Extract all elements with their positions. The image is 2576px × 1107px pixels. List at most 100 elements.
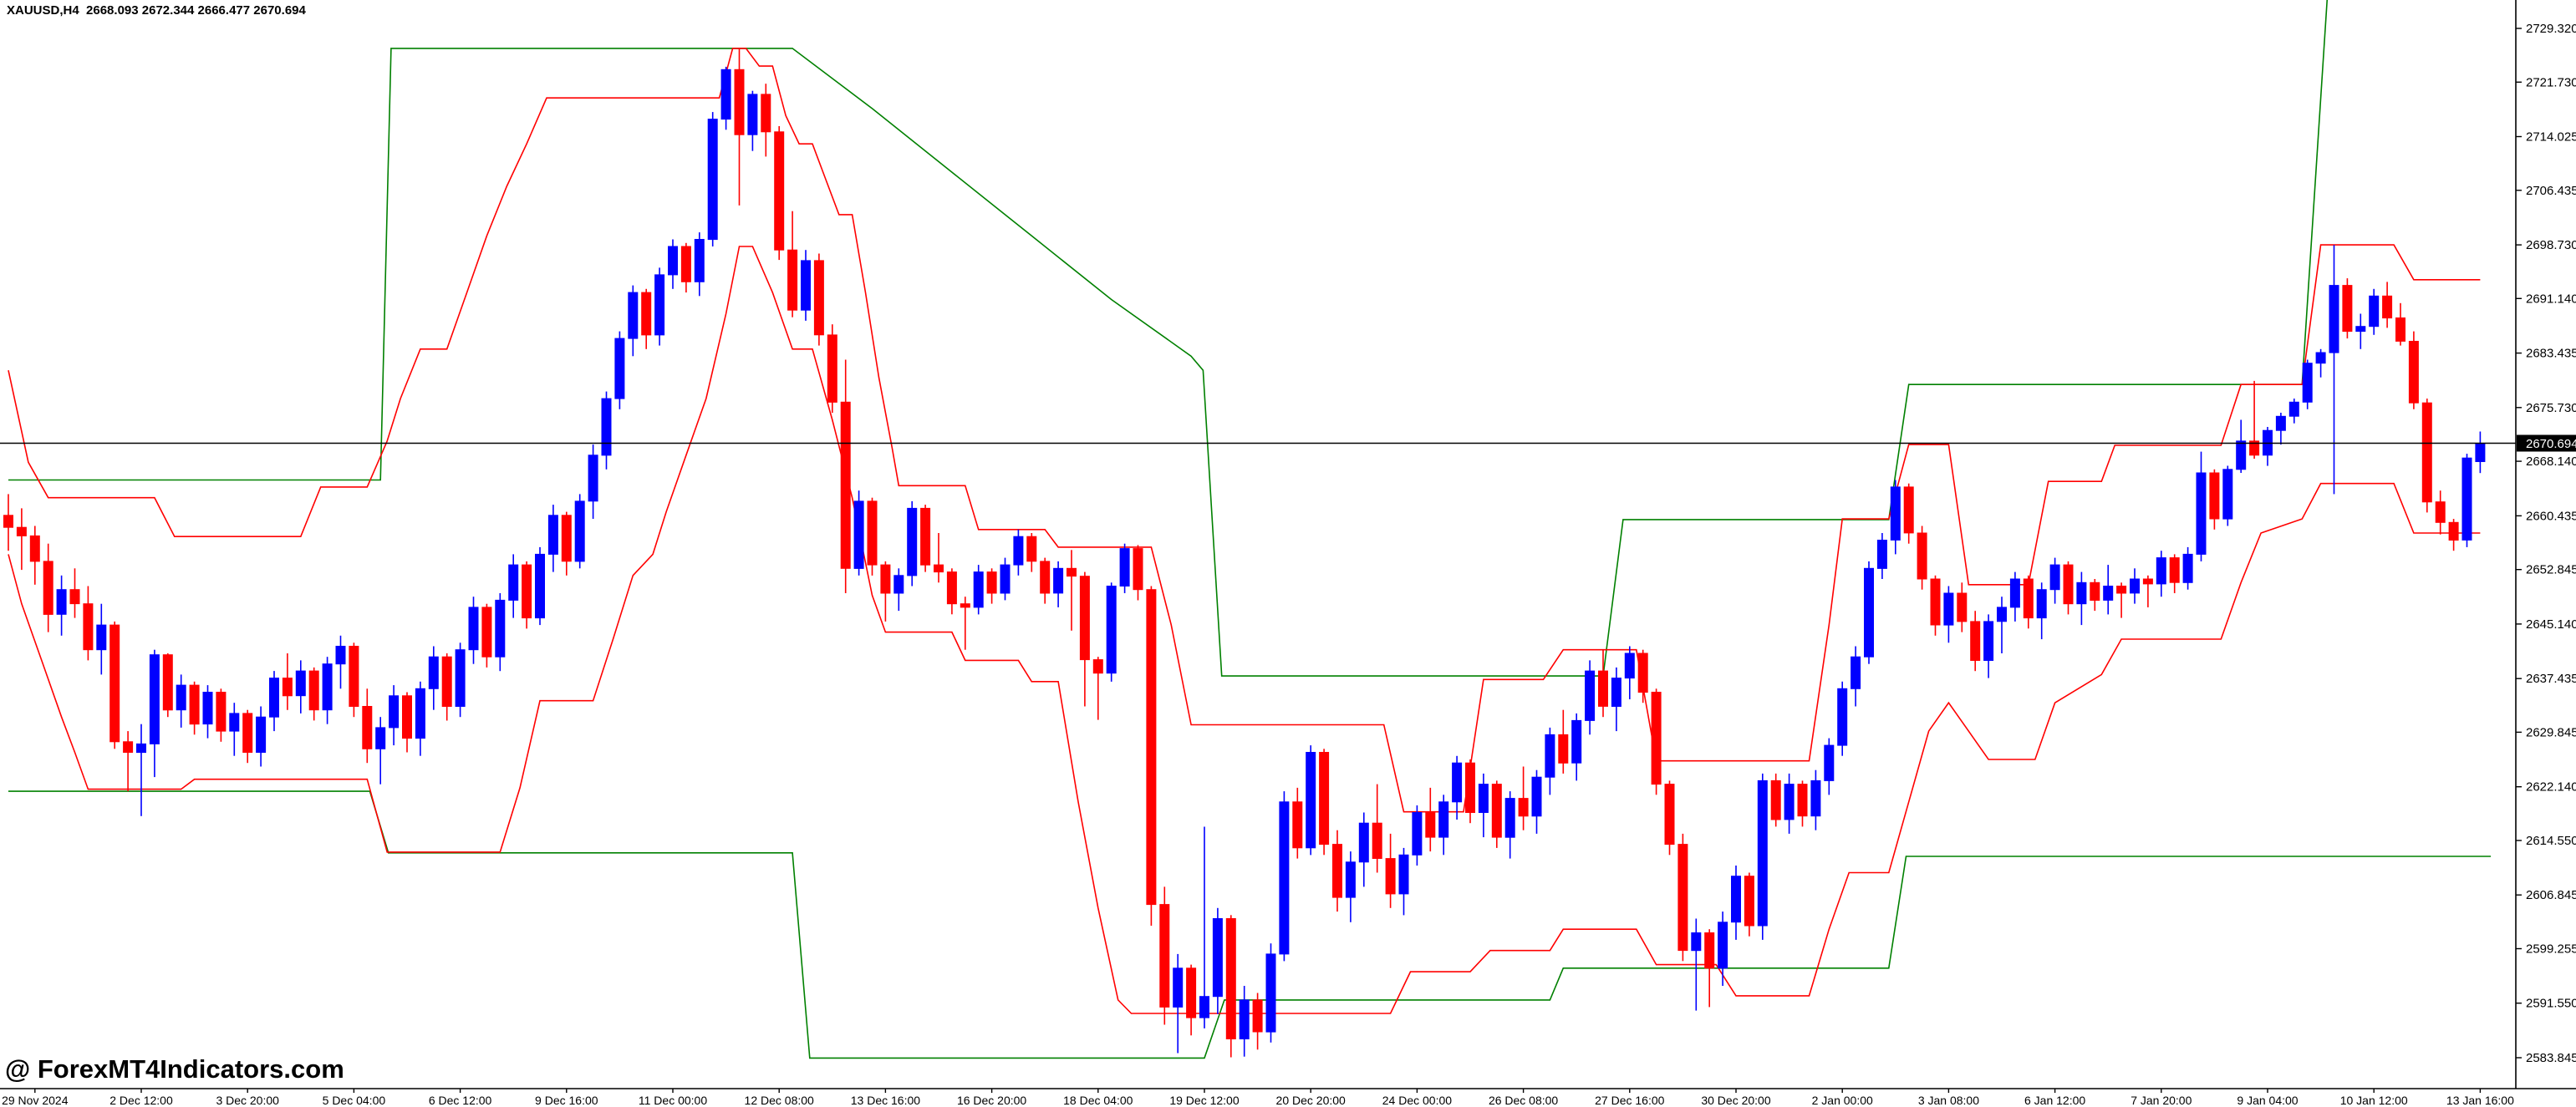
candle bbox=[867, 497, 878, 576]
bull-candle-body bbox=[1757, 779, 1768, 927]
bear-candle-body bbox=[680, 246, 691, 282]
candle bbox=[1943, 586, 1954, 643]
bear-candle-body bbox=[2382, 295, 2393, 319]
bear-candle-body bbox=[43, 561, 53, 615]
candle bbox=[1425, 787, 1436, 852]
bull-candle-body bbox=[893, 575, 904, 594]
candle bbox=[29, 526, 40, 585]
time-tick-label: 27 Dec 16:00 bbox=[1595, 1094, 1664, 1107]
bear-candle-body bbox=[1372, 822, 1382, 860]
bull-candle-body bbox=[2329, 285, 2339, 353]
bull-candle-body bbox=[1943, 592, 1954, 626]
bear-candle-body bbox=[934, 564, 944, 573]
outer-channel-lower-line bbox=[8, 790, 2492, 1059]
bull-candle-body bbox=[574, 500, 585, 562]
candle bbox=[1970, 611, 1981, 672]
candle-wick bbox=[140, 724, 142, 816]
candle-wick bbox=[1204, 826, 1205, 1028]
bear-candle-body bbox=[813, 260, 824, 336]
bull-candle-body bbox=[628, 292, 639, 339]
bull-candle-body bbox=[2275, 415, 2286, 431]
bull-candle-body bbox=[1212, 918, 1223, 998]
time-tick-label: 26 Dec 08:00 bbox=[1489, 1094, 1558, 1107]
bear-candle-body bbox=[2209, 472, 2220, 520]
candle bbox=[827, 324, 837, 414]
price-tick-label: 2583.845 bbox=[2526, 1051, 2576, 1065]
candle bbox=[282, 653, 293, 710]
candle bbox=[1651, 688, 1662, 795]
candle bbox=[1133, 545, 1143, 601]
bear-candle-body bbox=[920, 507, 931, 566]
candle bbox=[574, 494, 585, 569]
bear-candle-body bbox=[986, 571, 997, 594]
bull-candle-body bbox=[853, 500, 864, 569]
candle bbox=[1718, 911, 1728, 986]
candle bbox=[946, 568, 957, 615]
candle bbox=[481, 603, 492, 668]
time-tick-label: 9 Jan 04:00 bbox=[2237, 1094, 2298, 1107]
candle-wick bbox=[2333, 245, 2335, 495]
candle bbox=[1797, 780, 1808, 827]
bull-candle-body bbox=[973, 571, 984, 608]
high-value: 2672.344 bbox=[141, 3, 195, 18]
bull-candle-body bbox=[1438, 801, 1449, 838]
candle-wick bbox=[21, 508, 23, 571]
candle bbox=[2103, 565, 2114, 615]
bull-candle-body bbox=[1890, 486, 1901, 541]
bull-candle-body bbox=[535, 553, 545, 619]
candle bbox=[1637, 649, 1648, 703]
candle bbox=[1000, 557, 1011, 601]
bear-candle-body bbox=[308, 670, 319, 711]
candle bbox=[2408, 331, 2419, 409]
candle bbox=[2023, 575, 2034, 629]
candle bbox=[216, 688, 227, 742]
candle bbox=[189, 681, 200, 735]
bear-candle-body bbox=[1770, 779, 1781, 820]
candle bbox=[2315, 348, 2326, 378]
bear-candle-body bbox=[2090, 581, 2100, 601]
bull-candle-body bbox=[1053, 567, 1064, 594]
bear-candle-body bbox=[1465, 762, 1475, 814]
symbol-ohlc-header: XAUUSD,H4 2668.093 2672.344 2666.477 267… bbox=[7, 3, 306, 18]
candle bbox=[2063, 561, 2074, 615]
bear-candle-body bbox=[787, 249, 798, 311]
candle bbox=[535, 546, 545, 626]
candle bbox=[96, 603, 107, 675]
candle bbox=[495, 593, 506, 672]
bull-candle-body bbox=[547, 515, 558, 555]
candle bbox=[1225, 915, 1236, 1058]
bull-candle-body bbox=[1611, 678, 1621, 707]
candle bbox=[986, 568, 997, 604]
bull-candle-body bbox=[1265, 953, 1276, 1033]
bear-candle-body bbox=[242, 713, 253, 754]
bull-candle-body bbox=[694, 239, 705, 282]
candle bbox=[787, 211, 798, 317]
candle-wick bbox=[965, 597, 966, 650]
bull-candle-body bbox=[415, 688, 425, 739]
bull-candle-body bbox=[495, 599, 506, 658]
price-tick-label: 2591.550 bbox=[2526, 997, 2576, 1011]
bear-candle-body bbox=[109, 624, 120, 743]
time-tick-label: 5 Dec 04:00 bbox=[323, 1094, 386, 1107]
bull-candle-body bbox=[1279, 801, 1290, 955]
bull-candle-body bbox=[256, 716, 267, 754]
candle bbox=[601, 391, 612, 470]
bear-candle-body bbox=[1079, 576, 1090, 661]
price-tick-label: 2691.140 bbox=[2526, 292, 2576, 306]
candle bbox=[680, 242, 691, 293]
bull-candle-body bbox=[2222, 469, 2233, 520]
candle bbox=[2169, 554, 2180, 593]
time-tick-label: 18 Dec 04:00 bbox=[1063, 1094, 1133, 1107]
bull-candle-body bbox=[2475, 443, 2486, 462]
candle bbox=[1452, 755, 1463, 820]
candle bbox=[2329, 245, 2339, 495]
candle bbox=[1851, 646, 1861, 707]
bull-candle-body bbox=[2130, 578, 2140, 594]
bull-candle-body bbox=[1478, 784, 1489, 813]
candle bbox=[1358, 812, 1369, 887]
candle bbox=[907, 500, 918, 587]
bear-candle-body bbox=[1917, 532, 1927, 580]
candle bbox=[1864, 561, 1874, 664]
candle bbox=[1265, 943, 1276, 1043]
